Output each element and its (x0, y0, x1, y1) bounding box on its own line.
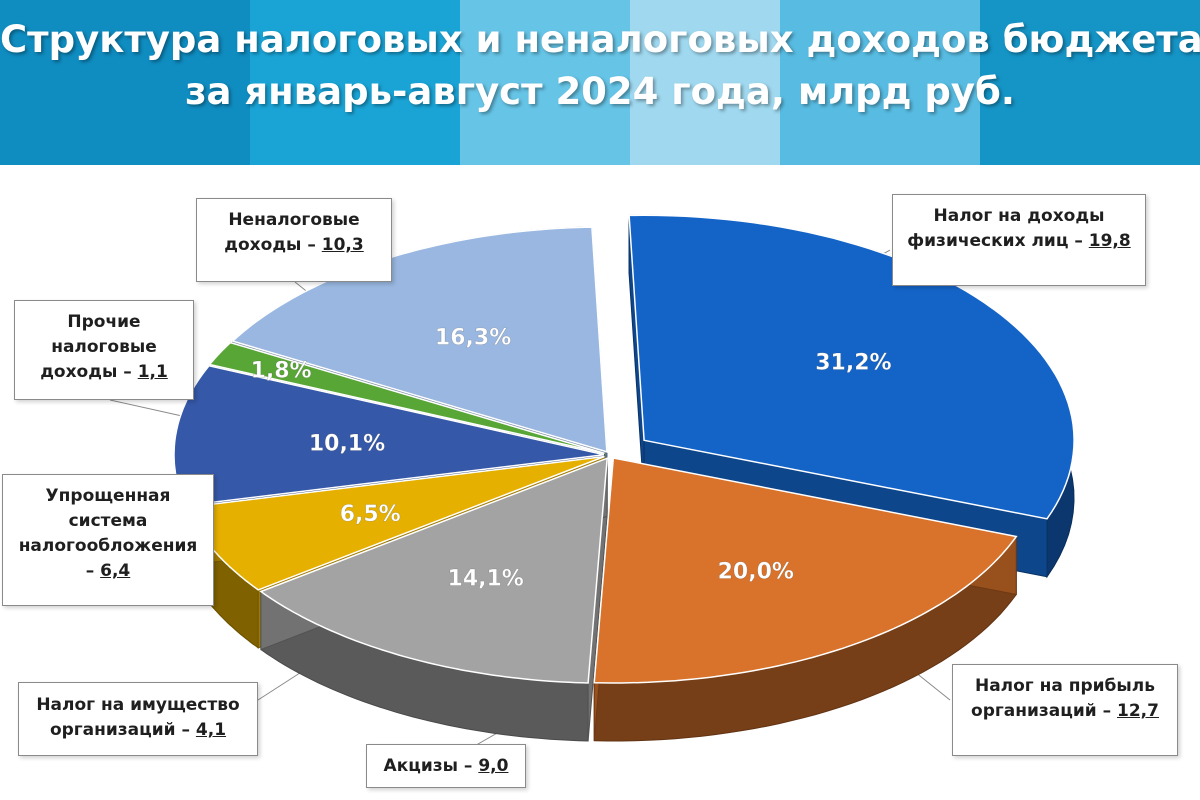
callout-profit-value: 12,7 (1117, 701, 1159, 721)
callout-usn: Упрощенная система налогообложения – 6,4 (2, 474, 214, 606)
callout-ndfl-line1: Налог на доходы (933, 206, 1105, 226)
callout-profit-line2: организаций – 12,7 (971, 701, 1159, 721)
callout-other-line3: доходы – 1,1 (40, 362, 168, 382)
callout-ndfl: Налог на доходы физических лиц – 19,8 (892, 194, 1146, 286)
slice-0 (628, 214, 1075, 520)
callout-usn-line4: – 6,4 (85, 561, 131, 581)
pie-percent-labels: 31,2% 20,0% 14,1% 6,5% 10,1% 1,8% 16,3% (250, 325, 891, 591)
callout-property-line1: Налог на имущество (36, 695, 240, 715)
callout-usn-line1: Упрощенная (45, 486, 171, 506)
slice-label-5: 1,8% (251, 358, 312, 383)
callout-usn-value: 6,4 (100, 561, 131, 581)
slice-5 (208, 341, 605, 455)
page-title: Структура налоговых и неналоговых доходо… (0, 14, 1200, 118)
callout-nontax-line1: Неналоговые (228, 210, 360, 230)
slice-2 (259, 457, 609, 684)
slice-label-0: 31,2% (815, 350, 891, 375)
pie-tops (173, 214, 1075, 684)
callout-nontax: Неналоговые доходы – 10,3 (196, 198, 392, 282)
slice-label-1: 20,0% (718, 560, 794, 585)
callout-ndfl-line2: физических лиц – 19,8 (907, 231, 1131, 251)
callout-other-value: 1,1 (137, 362, 168, 382)
callout-property-line2: организаций – 4,1 (49, 720, 227, 740)
slice-label-4: 10,1% (309, 432, 385, 457)
callout-other: Прочие налоговые доходы – 1,1 (14, 300, 194, 400)
callout-property-value: 4,1 (195, 720, 227, 740)
callout-other-line2: налоговые (51, 337, 157, 357)
callout-other-line1: Прочие (67, 312, 141, 332)
title-line-2: за январь-август 2024 года, млрд руб. (185, 70, 1015, 113)
header-banner: Структура налоговых и неналоговых доходо… (0, 0, 1200, 165)
callout-excise-line1: Акцизы – 9,0 (383, 756, 509, 776)
slice-label-2: 14,1% (448, 566, 524, 591)
callout-ndfl-value: 19,8 (1088, 231, 1131, 251)
callout-excise-value: 9,0 (478, 756, 509, 776)
callout-excise: Акцизы – 9,0 (366, 744, 526, 788)
callout-profit: Налог на прибыль организаций – 12,7 (952, 664, 1178, 756)
slice-label-3: 6,5% (340, 502, 401, 527)
callout-profit-line1: Налог на прибыль (974, 676, 1156, 696)
callout-nontax-line2: доходы – 10,3 (224, 235, 364, 255)
title-line-1: Структура налоговых и неналоговых доходо… (0, 18, 1200, 61)
callout-usn-line3: налогообложения (18, 536, 198, 556)
slice-1 (593, 457, 1018, 684)
slice-label-6: 16,3% (435, 326, 511, 351)
callout-property: Налог на имущество организаций – 4,1 (18, 682, 258, 756)
callout-usn-line2: система (68, 511, 148, 531)
callout-nontax-value: 10,3 (321, 235, 364, 255)
